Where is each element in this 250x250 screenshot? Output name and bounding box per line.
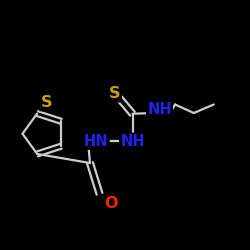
Text: NH: NH (120, 134, 145, 149)
Text: S: S (40, 95, 52, 110)
Text: NH: NH (147, 102, 172, 118)
Text: S: S (109, 86, 121, 101)
Text: O: O (104, 196, 118, 211)
Text: HN: HN (84, 134, 108, 149)
